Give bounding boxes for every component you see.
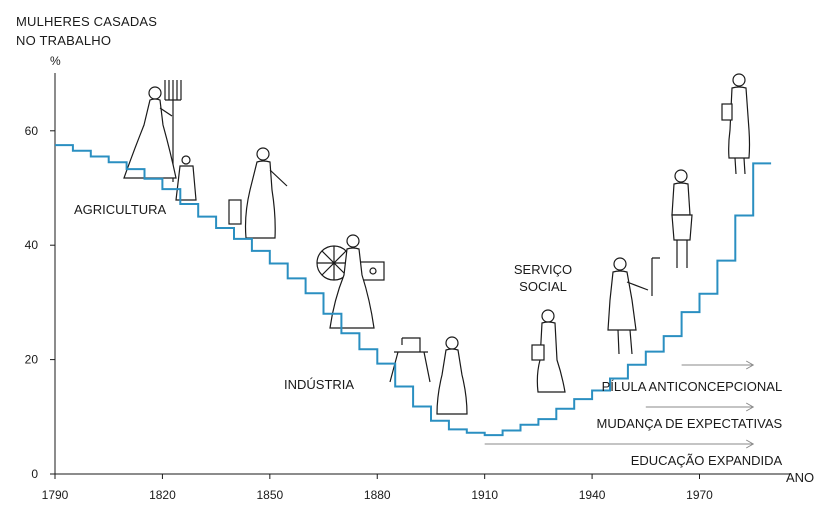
factor-label: PÍLULA ANTICONCEPCIONAL	[602, 379, 783, 394]
x-tick-label: 1820	[149, 488, 176, 502]
factor-arrow: PÍLULA ANTICONCEPCIONAL	[602, 360, 783, 394]
chart-title-line-1: MULHERES CASADAS	[16, 14, 158, 29]
illustration-modern-woman-icon	[721, 73, 751, 175]
y-tick-label: 60	[25, 124, 39, 138]
illustration-social-service-woman-icon	[531, 309, 566, 393]
illustration-industry-spinning-wheel-icon	[316, 234, 385, 329]
y-tick-label: 40	[25, 238, 39, 252]
annotation-industry: INDÚSTRIA	[284, 377, 354, 392]
factor-arrowhead-icon	[745, 402, 755, 412]
series-line	[55, 144, 772, 437]
chart-title: MULHERES CASADAS NO TRABALHO	[16, 12, 157, 50]
chart-title-line-2: NO TRABALHO	[16, 33, 112, 48]
illustration-office-woman-icon	[607, 257, 660, 355]
annotation-social-service-line-2: SOCIAL	[519, 279, 567, 294]
x-tick-label: 1790	[42, 488, 69, 502]
y-tick-label: 0	[31, 467, 38, 481]
x-tick-label: 1970	[686, 488, 713, 502]
x-tick-label: 1880	[364, 488, 391, 502]
y-tick-label: 20	[25, 353, 39, 367]
illustration-agriculture-woman-icon	[123, 80, 197, 201]
illustration-agriculture-churn-icon	[228, 147, 288, 239]
y-axis-unit-label: %	[50, 54, 61, 68]
x-tick-label: 1910	[471, 488, 498, 502]
x-axis-label: ANO	[786, 470, 814, 485]
factor-arrow: MUDANÇA DE EXPECTATIVAS	[597, 402, 783, 431]
factor-arrow: EDUCAÇÃO EXPANDIDA	[484, 439, 783, 468]
x-tick-label: 1940	[579, 488, 606, 502]
annotation-agriculture: AGRICULTURA	[74, 202, 167, 217]
x-tick-label: 1850	[256, 488, 283, 502]
factor-label: EDUCAÇÃO EXPANDIDA	[631, 453, 783, 468]
illustration-secretary-woman-icon	[671, 169, 693, 268]
illustration-industry-sewing-machine-icon	[389, 336, 468, 415]
factor-arrowhead-icon	[745, 439, 755, 449]
factor-label: MUDANÇA DE EXPECTATIVAS	[597, 416, 783, 431]
factor-arrowhead-icon	[745, 360, 755, 370]
annotation-social-service-line-1: SERVIÇO	[514, 262, 572, 277]
